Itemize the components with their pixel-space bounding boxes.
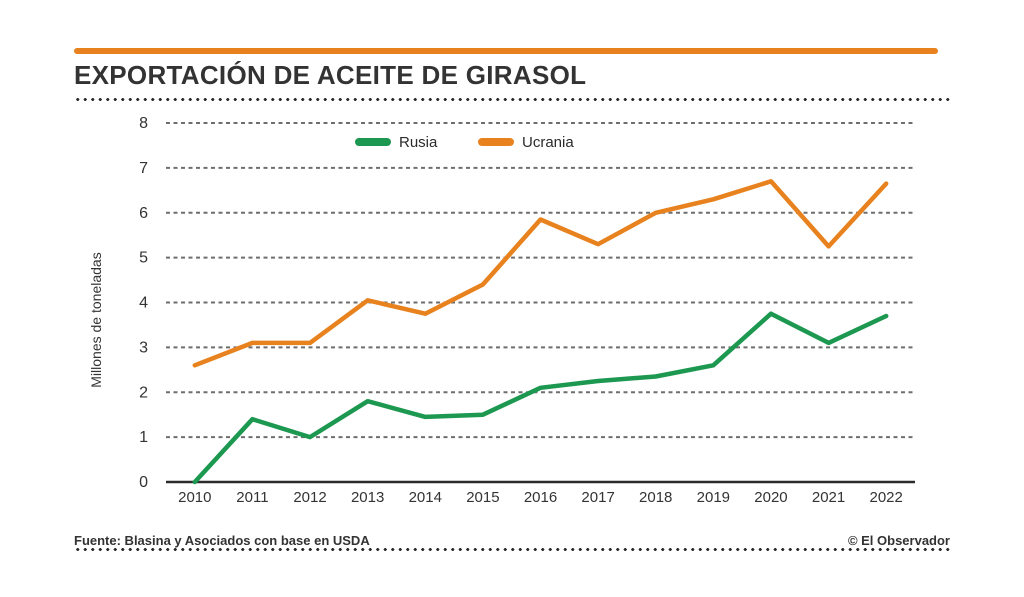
svg-text:2018: 2018 <box>639 489 672 506</box>
svg-text:0: 0 <box>139 474 148 491</box>
svg-text:7: 7 <box>139 160 148 177</box>
svg-text:2011: 2011 <box>236 489 268 506</box>
svg-text:2010: 2010 <box>178 489 211 506</box>
svg-text:2016: 2016 <box>524 489 557 506</box>
svg-text:2022: 2022 <box>870 489 903 506</box>
svg-text:2013: 2013 <box>351 489 384 506</box>
svg-text:2021: 2021 <box>812 489 845 506</box>
svg-text:8: 8 <box>139 115 148 132</box>
svg-text:2020: 2020 <box>754 489 787 506</box>
svg-text:2015: 2015 <box>466 489 499 506</box>
svg-text:3: 3 <box>139 339 148 356</box>
svg-text:2019: 2019 <box>697 489 730 506</box>
svg-text:2: 2 <box>139 384 148 401</box>
svg-text:2012: 2012 <box>293 489 326 506</box>
svg-text:2014: 2014 <box>409 489 442 506</box>
svg-text:1: 1 <box>139 429 148 446</box>
svg-text:6: 6 <box>139 205 148 222</box>
svg-text:2017: 2017 <box>581 489 614 506</box>
svg-text:5: 5 <box>139 250 148 267</box>
svg-text:4: 4 <box>139 295 148 312</box>
